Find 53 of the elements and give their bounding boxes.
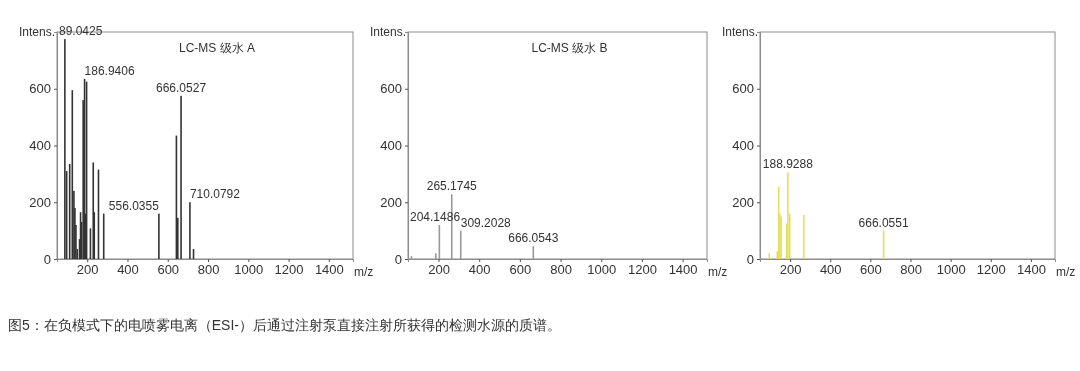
caption: 图5：在负模式下的电喷雾电离（ESI-）后通过注射泵直接注射所获得的检测水源的质谱。 xyxy=(8,317,562,333)
y-tick-label: 0 xyxy=(394,251,402,267)
annotation: 89.0425 xyxy=(59,24,103,39)
x-tick-label: 800 xyxy=(550,262,572,278)
x-tick-label: 800 xyxy=(197,262,220,278)
x-tick-label: 200 xyxy=(428,262,450,278)
x-tick-label: 1200 xyxy=(976,262,1006,278)
y-tick-label: 400 xyxy=(29,138,51,154)
x-tick-label: 1400 xyxy=(1016,262,1046,278)
annotation: 186.9406 xyxy=(84,63,135,78)
y-axis-title: Intens. xyxy=(369,25,406,39)
annotation: 666.0527 xyxy=(156,80,207,95)
x-tick-label: 600 xyxy=(157,262,180,278)
x-tick-label: 600 xyxy=(509,262,532,278)
x-axis-title: m/z xyxy=(1056,265,1076,279)
annotation: 710.0792 xyxy=(189,187,241,202)
x-tick-label: 200 xyxy=(76,262,99,278)
annotation: 204.1486 xyxy=(410,209,461,224)
y-tick-label: 200 xyxy=(29,194,51,210)
annotation: 309.2028 xyxy=(460,215,512,230)
y-tick-label: 400 xyxy=(732,138,754,154)
annotation: 556.0355 xyxy=(108,198,160,213)
x-tick-label: 400 xyxy=(819,262,842,278)
x-tick-label: 1400 xyxy=(668,262,698,278)
y-axis-title: Intens. xyxy=(721,25,758,39)
y-tick-label: 200 xyxy=(380,194,402,210)
x-tick-label: 1000 xyxy=(234,262,264,278)
x-tick-label: 200 xyxy=(779,262,802,278)
x-tick-label: 1200 xyxy=(627,262,657,278)
x-tick-label: 400 xyxy=(117,262,139,278)
annotation: 265.1745 xyxy=(426,179,478,194)
y-axis-title: Intens. xyxy=(18,25,55,39)
y-tick-label: 200 xyxy=(732,194,754,210)
x-tick-label: 400 xyxy=(468,262,491,278)
annotation: 666.0543 xyxy=(508,231,559,246)
x-tick-label: 600 xyxy=(860,262,882,278)
y-tick-label: 400 xyxy=(380,138,402,154)
text: LC-MS 级水 A xyxy=(178,41,256,55)
x-axis-title: m/z xyxy=(354,265,374,279)
annotation: 666.0551 xyxy=(858,215,909,230)
annotation: 188.9288 xyxy=(762,157,814,172)
x-axis-title: m/z xyxy=(708,265,728,279)
text: LC-MS 级水 B xyxy=(531,41,608,55)
y-tick-label: 600 xyxy=(380,81,402,97)
x-tick-label: 1000 xyxy=(587,262,617,278)
x-tick-label: 800 xyxy=(900,262,922,278)
x-tick-label: 1200 xyxy=(274,262,304,278)
y-tick-label: 600 xyxy=(732,81,754,97)
y-tick-label: 0 xyxy=(746,251,754,267)
x-tick-label: 1000 xyxy=(936,262,966,278)
x-tick-label: 1400 xyxy=(314,262,344,278)
y-tick-label: 600 xyxy=(29,81,51,97)
y-tick-label: 0 xyxy=(43,251,51,267)
